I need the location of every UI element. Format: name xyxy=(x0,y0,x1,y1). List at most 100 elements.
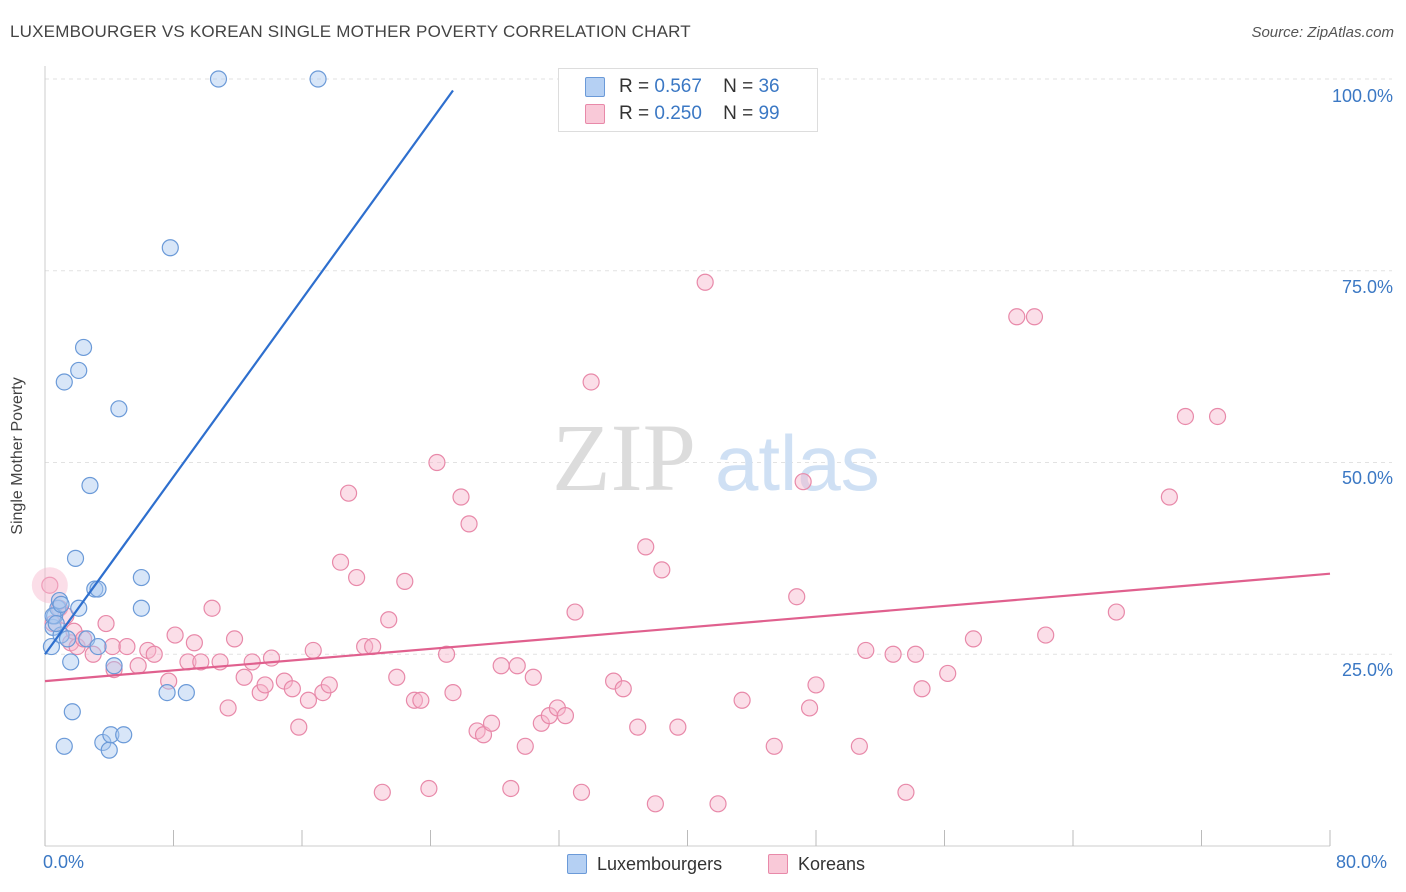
korean-point xyxy=(669,718,687,736)
korean-point xyxy=(437,645,456,663)
r-value-luxembourgers: 0.567 xyxy=(654,76,702,97)
watermark: ZIP atlas xyxy=(552,404,880,511)
korean-point xyxy=(283,680,301,698)
stats-legend-row-koreans: R = 0.250 N = 99 xyxy=(585,101,780,127)
korean-point xyxy=(939,664,957,683)
luxembourger-point xyxy=(55,373,73,391)
luxembourgers-points xyxy=(42,70,327,759)
legend-swatch-blue xyxy=(585,77,605,97)
stats-legend: R = 0.567 N = 36 R = 0.250 N = 99 xyxy=(558,68,818,132)
luxembourger-point xyxy=(89,637,107,656)
luxembourger-point xyxy=(115,726,133,744)
x-tick-label-max: 80.0% xyxy=(1336,852,1388,872)
korean-point xyxy=(97,614,115,633)
luxembourger-point xyxy=(209,70,228,88)
luxembourger-point xyxy=(47,614,65,633)
korean-point xyxy=(582,373,600,391)
korean-point xyxy=(412,691,430,709)
korean-point xyxy=(185,634,203,652)
n-label: N = xyxy=(723,103,754,124)
korean-point xyxy=(807,676,825,694)
koreans-points xyxy=(31,273,1227,813)
korean-point xyxy=(105,660,123,679)
korean-point xyxy=(103,637,122,656)
korean-point xyxy=(516,737,534,755)
luxembourger-point xyxy=(70,361,88,380)
legend-swatch-pink xyxy=(585,104,605,124)
korean-point xyxy=(405,691,424,709)
korean-point xyxy=(1025,308,1044,326)
korean-point xyxy=(765,737,783,755)
korean-point xyxy=(348,568,366,587)
korean-point xyxy=(492,657,510,675)
luxembourger-point xyxy=(132,599,150,617)
watermark-zip: ZIP xyxy=(552,404,696,511)
korean-point xyxy=(556,707,575,725)
luxembourgers-trend-line xyxy=(44,89,454,655)
korean-point xyxy=(637,538,655,556)
korean-point xyxy=(420,779,438,798)
korean-point xyxy=(118,637,136,656)
korean-point xyxy=(290,718,308,736)
luxembourger-point xyxy=(55,737,73,755)
korean-point xyxy=(444,683,462,702)
legend-luxembourgers: Luxembourgers xyxy=(567,852,722,876)
korean-point xyxy=(572,783,591,801)
luxembourger-point xyxy=(66,549,85,567)
n-label: N = xyxy=(723,76,754,97)
luxembourger-point xyxy=(81,476,99,495)
luxembourger-point xyxy=(102,726,120,744)
luxembourger-point xyxy=(52,595,70,613)
korean-point xyxy=(388,668,406,686)
korean-point xyxy=(396,572,414,590)
korean-point xyxy=(614,680,632,698)
luxembourger-point xyxy=(74,338,93,357)
luxembourger-point xyxy=(132,568,150,587)
korean-point xyxy=(1008,308,1026,326)
r-label: R = xyxy=(619,76,650,97)
korean-point xyxy=(145,645,163,663)
y-tick-label-25: 25.0% xyxy=(1341,660,1393,680)
luxembourger-point xyxy=(105,657,123,675)
korean-point xyxy=(41,576,59,594)
luxembourger-point xyxy=(158,683,176,702)
korean-point xyxy=(166,626,184,644)
legend-swatch-koreans xyxy=(768,854,788,874)
legend-koreans: Koreans xyxy=(768,852,865,876)
y-tick-label-75: 75.0% xyxy=(1341,277,1393,297)
korean-point xyxy=(203,599,221,617)
legend-label-koreans: Koreans xyxy=(798,853,866,874)
korean-point xyxy=(1037,626,1055,644)
watermark-atlas: atlas xyxy=(715,419,880,507)
r-value-koreans: 0.250 xyxy=(654,103,702,124)
korean-point xyxy=(1107,603,1125,621)
source-label: Source: ZipAtlas.com xyxy=(1251,24,1394,41)
korean-point xyxy=(299,691,318,709)
koreans-trend-line xyxy=(44,572,1331,683)
korean-point xyxy=(629,718,647,736)
korean-point xyxy=(1176,407,1195,426)
luxembourger-point xyxy=(63,703,81,721)
korean-point xyxy=(850,737,868,755)
korean-point xyxy=(339,484,358,502)
luxembourger-point xyxy=(110,400,128,418)
korean-point xyxy=(460,515,478,533)
korean-point xyxy=(129,657,147,675)
korean-point xyxy=(320,676,338,694)
stats-legend-row-luxembourgers: R = 0.567 N = 36 xyxy=(585,74,780,100)
y-tick-label-100: 100.0% xyxy=(1331,86,1393,106)
korean-point xyxy=(906,645,925,663)
axes xyxy=(44,66,1331,847)
korean-point xyxy=(897,783,915,801)
luxembourger-point xyxy=(58,630,77,648)
korean-point xyxy=(428,453,446,472)
korean-point xyxy=(304,641,322,660)
legend-label-luxembourgers: Luxembourgers xyxy=(597,853,723,874)
grid-lines xyxy=(45,78,1392,655)
korean-point xyxy=(243,653,261,671)
korean-point xyxy=(566,603,584,621)
luxembourger-point xyxy=(100,741,118,759)
korean-point xyxy=(331,553,350,571)
korean-point xyxy=(256,676,274,694)
